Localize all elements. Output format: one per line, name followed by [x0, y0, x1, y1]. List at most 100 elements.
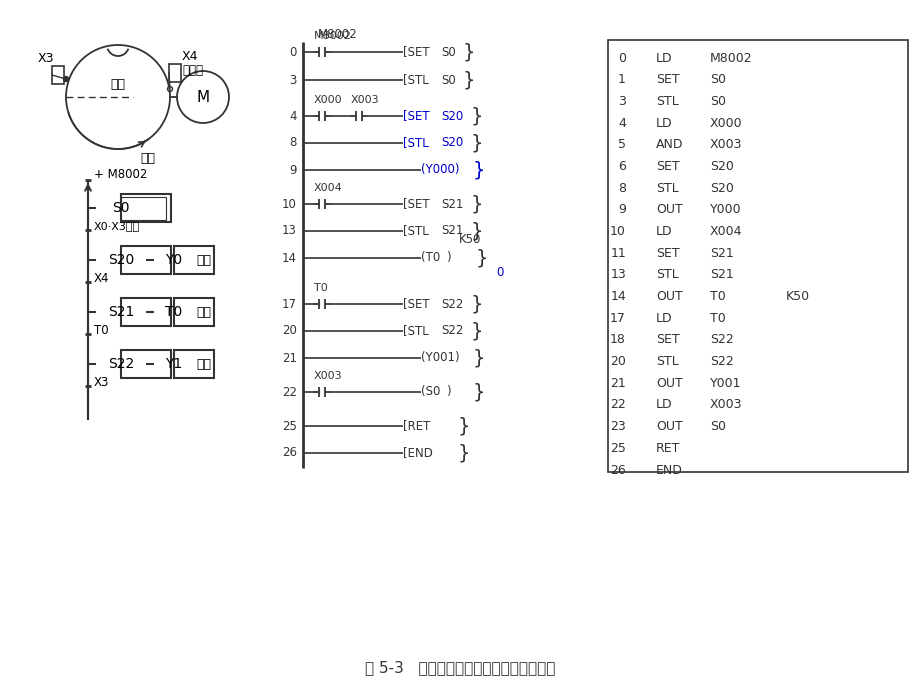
- Text: S0: S0: [709, 95, 725, 108]
- Text: }: }: [471, 106, 483, 126]
- Circle shape: [63, 77, 68, 81]
- Text: (S0: (S0: [421, 386, 440, 399]
- Text: 图 5-3   旋转工作台的顺序功能图与梯形图: 图 5-3 旋转工作台的顺序功能图与梯形图: [365, 660, 554, 676]
- Text: 21: 21: [282, 351, 297, 364]
- Text: 8: 8: [618, 181, 625, 195]
- Text: 凸轮: 凸轮: [110, 79, 125, 92]
- Text: T0: T0: [709, 290, 725, 303]
- Text: S22: S22: [440, 324, 463, 337]
- Text: [STL: [STL: [403, 324, 428, 337]
- Text: 9: 9: [289, 164, 297, 177]
- Text: 23: 23: [609, 420, 625, 433]
- Bar: [121, 194, 171, 222]
- Text: 14: 14: [282, 251, 297, 264]
- Text: }: }: [472, 348, 485, 368]
- Text: S20: S20: [709, 181, 733, 195]
- Text: X4: X4: [94, 271, 109, 284]
- Text: 13: 13: [282, 224, 297, 237]
- Text: [STL: [STL: [403, 137, 428, 150]
- Text: S21: S21: [108, 305, 134, 319]
- Text: LD: LD: [655, 117, 672, 130]
- Text: 25: 25: [609, 442, 625, 455]
- Text: OUT: OUT: [655, 290, 682, 303]
- Text: ): ): [446, 251, 450, 264]
- Text: 20: 20: [609, 355, 625, 368]
- Text: S0: S0: [709, 420, 725, 433]
- Text: AND: AND: [655, 138, 683, 151]
- Text: }: }: [462, 43, 475, 61]
- Text: }: }: [471, 195, 483, 213]
- Text: [END: [END: [403, 446, 433, 460]
- Text: 反转: 反转: [196, 357, 210, 371]
- Text: }: }: [472, 161, 485, 179]
- Text: Y1: Y1: [165, 357, 183, 371]
- Bar: [121, 298, 171, 326]
- Text: S22: S22: [108, 357, 134, 371]
- Text: [STL: [STL: [403, 74, 428, 86]
- Text: 20: 20: [282, 324, 297, 337]
- Text: }: }: [471, 322, 483, 340]
- Text: S20: S20: [709, 160, 733, 173]
- Text: 电动机: 电动机: [182, 64, 203, 77]
- Text: 26: 26: [609, 464, 625, 477]
- Text: K50: K50: [785, 290, 810, 303]
- Text: 22: 22: [282, 386, 297, 399]
- Text: OUT: OUT: [655, 420, 682, 433]
- Text: 正转: 正转: [196, 253, 210, 266]
- Text: [SET: [SET: [403, 110, 429, 123]
- Text: Y000: Y000: [709, 204, 741, 216]
- Bar: [174, 298, 214, 326]
- Text: }: }: [458, 444, 470, 462]
- Text: 3: 3: [289, 74, 297, 86]
- Text: S20: S20: [440, 110, 463, 123]
- Text: 5: 5: [618, 138, 625, 151]
- Text: (T0: (T0: [421, 251, 440, 264]
- Text: [SET: [SET: [403, 46, 429, 59]
- Text: X4: X4: [182, 50, 199, 63]
- Bar: [121, 246, 171, 274]
- Text: X003: X003: [709, 398, 742, 411]
- Text: }: }: [472, 382, 485, 402]
- Text: 22: 22: [609, 398, 625, 411]
- Text: STL: STL: [655, 95, 678, 108]
- Text: 10: 10: [282, 197, 297, 210]
- Text: [RET: [RET: [403, 420, 430, 433]
- Text: 10: 10: [609, 225, 625, 238]
- Text: Y0: Y0: [165, 253, 182, 267]
- Text: X0·X3起动: X0·X3起动: [94, 221, 140, 231]
- Text: END: END: [655, 464, 682, 477]
- Text: ): ): [446, 386, 450, 399]
- Bar: [174, 350, 214, 378]
- Bar: [121, 197, 165, 219]
- Text: 11: 11: [609, 246, 625, 259]
- Text: }: }: [458, 417, 470, 435]
- Text: 0: 0: [289, 46, 297, 59]
- Text: X003: X003: [313, 371, 342, 381]
- Text: 17: 17: [609, 312, 625, 325]
- Text: SET: SET: [655, 73, 679, 86]
- Text: X003: X003: [709, 138, 742, 151]
- Text: X004: X004: [313, 183, 343, 193]
- Bar: [121, 350, 171, 378]
- Text: 3: 3: [618, 95, 625, 108]
- Text: 26: 26: [282, 446, 297, 460]
- Text: 0: 0: [495, 266, 503, 279]
- Text: M8002: M8002: [313, 31, 351, 41]
- Text: LD: LD: [655, 312, 672, 325]
- Text: }: }: [462, 70, 475, 90]
- Text: S0: S0: [440, 46, 455, 59]
- Text: STL: STL: [655, 181, 678, 195]
- Text: 14: 14: [609, 290, 625, 303]
- Text: 4: 4: [618, 117, 625, 130]
- Text: S0: S0: [112, 201, 130, 215]
- Text: X000: X000: [313, 95, 342, 105]
- Text: S22: S22: [440, 297, 463, 310]
- Text: T0: T0: [313, 283, 327, 293]
- Bar: [607, 40, 907, 472]
- Text: S22: S22: [709, 355, 733, 368]
- Text: LD: LD: [655, 225, 672, 238]
- Bar: [52, 66, 64, 84]
- Text: S21: S21: [440, 224, 463, 237]
- Text: M: M: [197, 90, 210, 104]
- Text: }: }: [471, 133, 483, 152]
